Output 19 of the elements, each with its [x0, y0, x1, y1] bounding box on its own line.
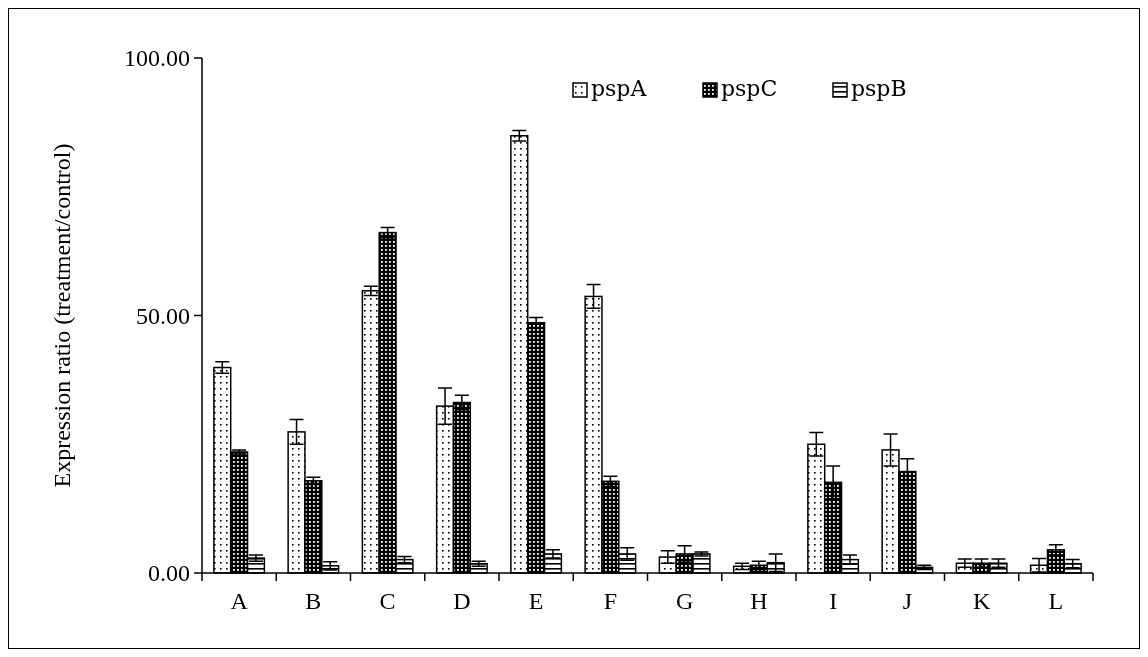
x-tick-label: J — [902, 588, 913, 614]
x-tick-label: B — [305, 588, 322, 614]
y-axis-title: Expression ratio (treatment/control) — [49, 143, 75, 488]
legend-label: pspA — [591, 76, 648, 101]
legend-label: pspC — [721, 76, 778, 101]
x-tick-label: K — [972, 588, 991, 614]
x-tick-label: G — [675, 588, 694, 614]
x-tick-label: H — [750, 588, 768, 614]
x-tick-label: E — [528, 588, 544, 614]
y-tick-label: 50.00 — [136, 302, 190, 329]
y-tick-label: 0.00 — [148, 560, 190, 587]
x-tick-label: I — [829, 588, 838, 614]
y-tick-label: 100.00 — [124, 45, 190, 72]
x-tick-label: L — [1048, 588, 1064, 614]
x-tick-label: C — [379, 588, 396, 614]
x-tick-label: D — [453, 588, 471, 614]
x-tick-label: A — [230, 588, 249, 614]
x-tick-label: F — [603, 588, 618, 614]
legend-label: pspB — [851, 76, 907, 101]
